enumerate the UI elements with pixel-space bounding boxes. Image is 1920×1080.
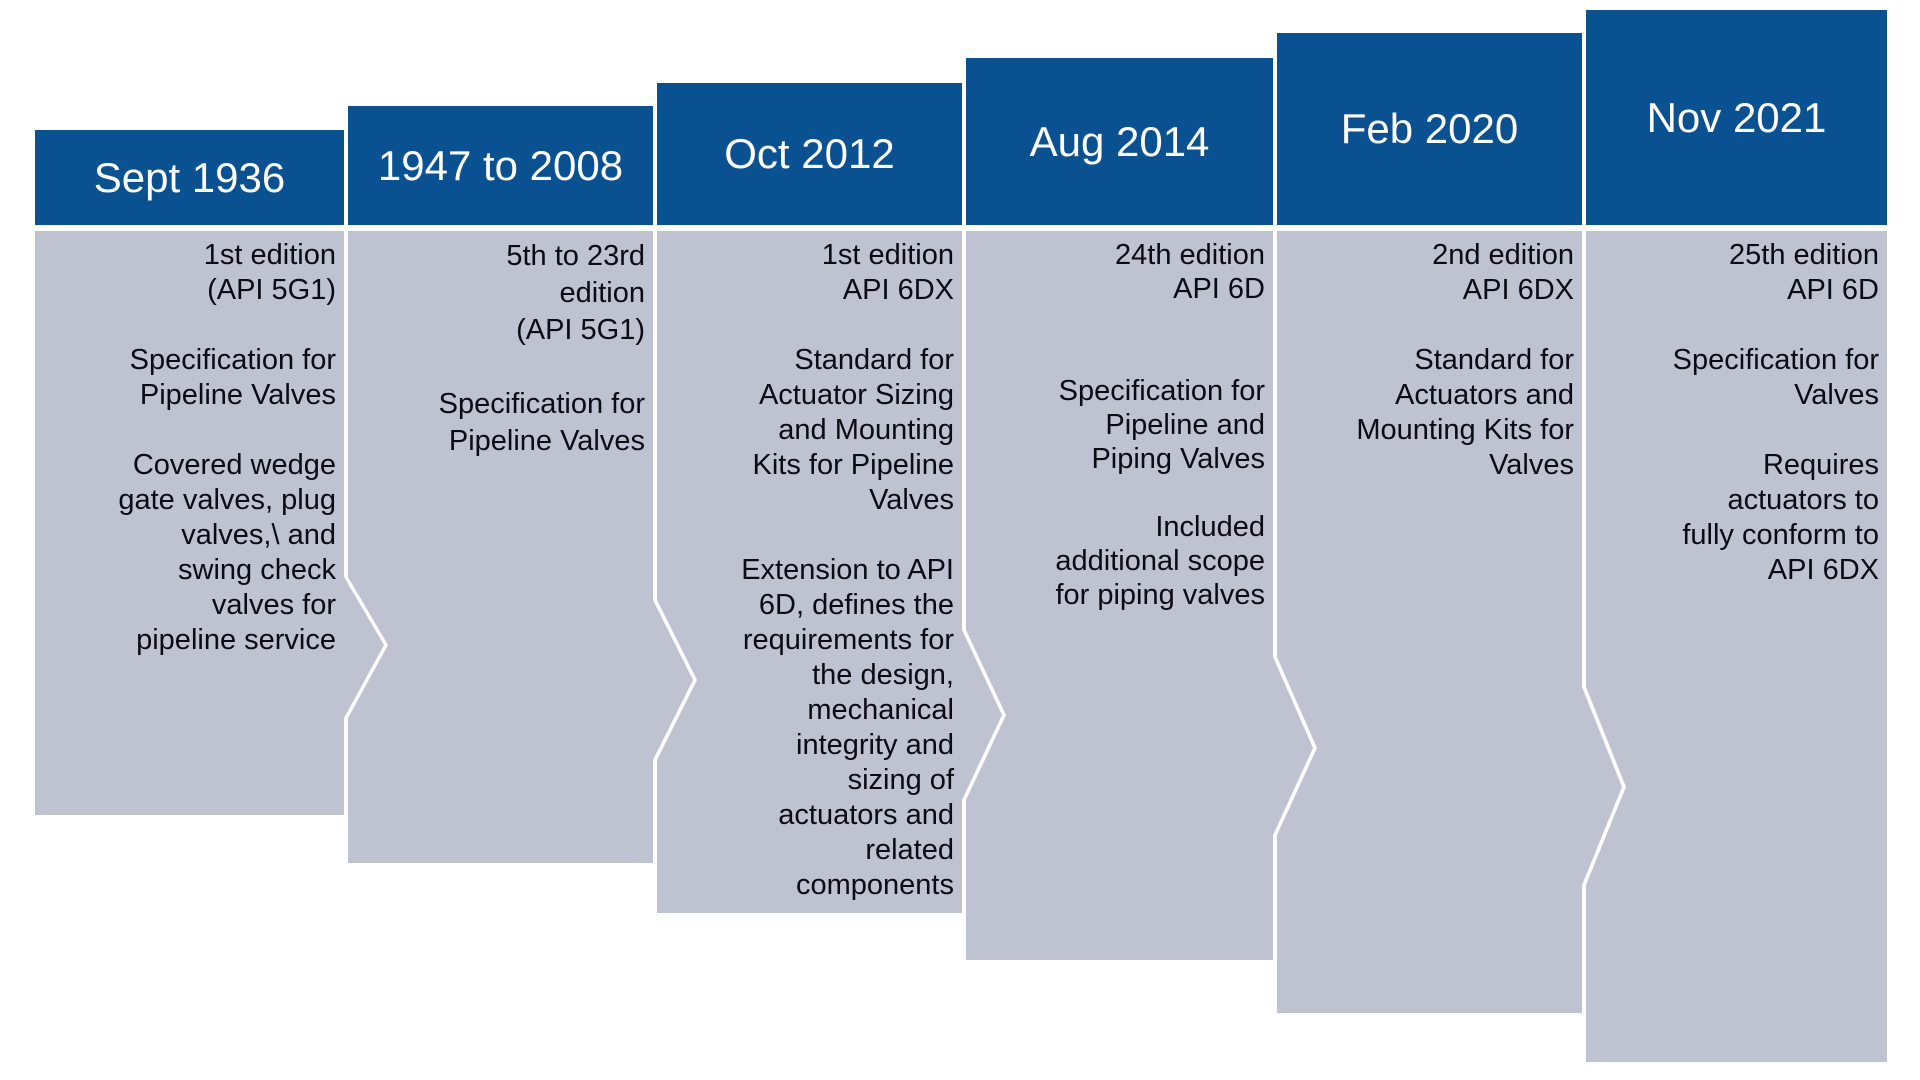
column-description-aug-2014: 24th edition API 6D Specification for Pipel…	[978, 238, 1265, 612]
description-line: Valves	[869, 484, 954, 516]
column-description-nov-2021: 25th edition API 6D Specification for Valve…	[1598, 238, 1879, 588]
description-line: Kits for Pipeline	[752, 449, 955, 481]
description-line: actuators and	[778, 799, 954, 831]
column-date-aug-2014: Aug 2014	[1029, 117, 1210, 165]
description-line: (API 5G1)	[516, 314, 645, 346]
description-line	[978, 476, 1265, 510]
column-date-nov-2021: Nov 2021	[1646, 93, 1827, 141]
description-line: additional scope	[1055, 545, 1265, 577]
description-line: valves for	[211, 589, 336, 621]
body-block-oct-2012	[657, 231, 1002, 913]
description-line: Requires	[1762, 449, 1879, 481]
description-line	[1289, 308, 1574, 343]
description-line: 24th edition	[1115, 239, 1265, 271]
body-block-1947-to-2008	[348, 231, 693, 863]
description-line: 25th edition	[1729, 239, 1879, 271]
description-line: Included	[1155, 511, 1265, 543]
body-block-aug-2014	[966, 231, 1313, 960]
description-line: Covered wedge	[132, 449, 336, 481]
description-line: Specification for	[1672, 344, 1879, 376]
description-line: Standard for	[1414, 344, 1574, 376]
description-line	[669, 518, 954, 553]
description-line	[1598, 308, 1879, 343]
description-line: Specification for	[1058, 375, 1265, 407]
description-line: Pipeline Valves	[448, 425, 645, 457]
header-block-oct-2012	[657, 83, 962, 225]
description-line: sizing of	[847, 764, 954, 796]
description-line	[360, 349, 645, 386]
description-line: API 6D	[1787, 274, 1879, 306]
description-line: for piping valves	[1055, 579, 1265, 611]
description-line: API 6D	[1173, 273, 1265, 305]
description-line: integrity and	[796, 729, 954, 761]
header-block-1947-to-2008	[348, 106, 653, 225]
description-line	[47, 413, 336, 448]
description-line: gate valves, plug	[118, 484, 336, 516]
body-block-nov-2021	[1586, 231, 1887, 1062]
description-line: Mounting Kits for	[1356, 414, 1574, 446]
description-line: Extension to API	[741, 554, 954, 586]
header-block-nov-2021	[1586, 10, 1887, 225]
column-date-feb-2020: Feb 2020	[1340, 105, 1519, 152]
column-description-sept-1936: 1st edition (API 5G1) Specification for Pip…	[47, 238, 336, 658]
description-line: Actuator Sizing	[758, 379, 954, 411]
header-block-feb-2020	[1277, 33, 1582, 225]
column-description-1947-to-2008: 5th to 23rd edition (API 5G1) Specification…	[360, 238, 645, 460]
description-line: 2nd edition	[1432, 239, 1574, 271]
body-block-feb-2020	[1277, 231, 1622, 1013]
description-line	[669, 308, 954, 343]
description-line: mechanical	[807, 694, 954, 726]
description-line: Specification for	[438, 388, 645, 420]
description-line: components	[796, 869, 954, 901]
description-line	[47, 308, 336, 343]
description-line: Specification for	[129, 344, 336, 376]
description-line: the design,	[812, 659, 954, 691]
column-date-sept-1936: Sept 1936	[93, 153, 286, 201]
description-line: Standard for	[794, 344, 954, 376]
description-line: API 6DX	[842, 274, 954, 306]
description-line	[978, 306, 1265, 340]
description-line: Pipeline and	[1105, 409, 1265, 441]
description-line: Actuators and	[1395, 379, 1574, 411]
description-line: fully conform to	[1682, 519, 1879, 551]
description-line: related	[865, 834, 954, 866]
description-line: 6D, defines the	[758, 589, 954, 621]
description-line: Pipeline Valves	[139, 379, 336, 411]
column-date-1947-to-2008: 1947 to 2008	[377, 141, 624, 189]
description-line: edition	[559, 277, 645, 309]
description-line: (API 5G1)	[207, 274, 336, 306]
description-line: swing check	[178, 554, 336, 586]
description-line	[978, 340, 1265, 374]
description-line	[1598, 413, 1879, 448]
column-description-feb-2020: 2nd edition API 6DX Standard for Actuators …	[1289, 238, 1574, 483]
description-line: 5th to 23rd	[506, 240, 645, 272]
description-line: Valves	[1489, 449, 1574, 481]
body-block-sept-1936	[35, 231, 384, 815]
description-line: requirements for	[742, 624, 954, 656]
column-description-oct-2012: 1st edition API 6DX Standard for Actuator S…	[669, 238, 954, 903]
column-date-oct-2012: Oct 2012	[724, 130, 895, 177]
description-line: and Mounting	[778, 414, 954, 446]
description-line: pipeline service	[136, 624, 336, 656]
description-line: 1st edition	[821, 239, 954, 271]
description-line: API 6DX	[1462, 274, 1574, 306]
header-block-sept-1936	[35, 130, 344, 225]
description-line: actuators to	[1727, 484, 1879, 516]
header-block-aug-2014	[966, 58, 1273, 225]
description-line: 1st edition	[203, 239, 336, 271]
description-line: API 6DX	[1767, 554, 1879, 586]
description-line: Piping Valves	[1091, 443, 1265, 475]
description-line: valves,\ and	[181, 519, 336, 551]
description-line: Valves	[1794, 379, 1879, 411]
